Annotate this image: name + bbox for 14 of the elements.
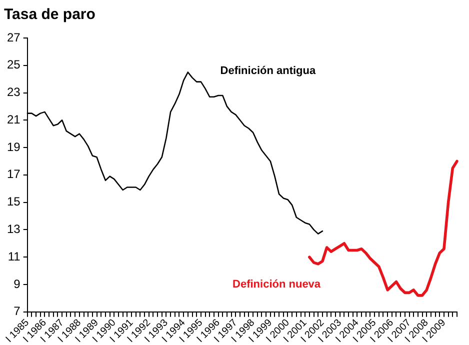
y-tick-label: 19 <box>6 140 21 154</box>
y-tick-label: 15 <box>6 194 21 209</box>
y-tick-label: 13 <box>6 222 21 236</box>
y-tick-label: 23 <box>6 85 21 100</box>
series-label: Definición antigua <box>220 64 316 77</box>
y-tick-label: 17 <box>6 167 21 182</box>
y-tick-label: 25 <box>6 58 21 72</box>
y-tick-label: 27 <box>6 30 21 44</box>
chart-title: Tasa de paro <box>4 6 96 24</box>
series-label: Definición nueva <box>232 278 322 290</box>
y-tick-label: 7 <box>14 304 21 318</box>
y-tick-label: 11 <box>8 249 21 264</box>
y-tick-label: 9 <box>14 276 21 291</box>
y-tick-label: 21 <box>6 112 21 126</box>
